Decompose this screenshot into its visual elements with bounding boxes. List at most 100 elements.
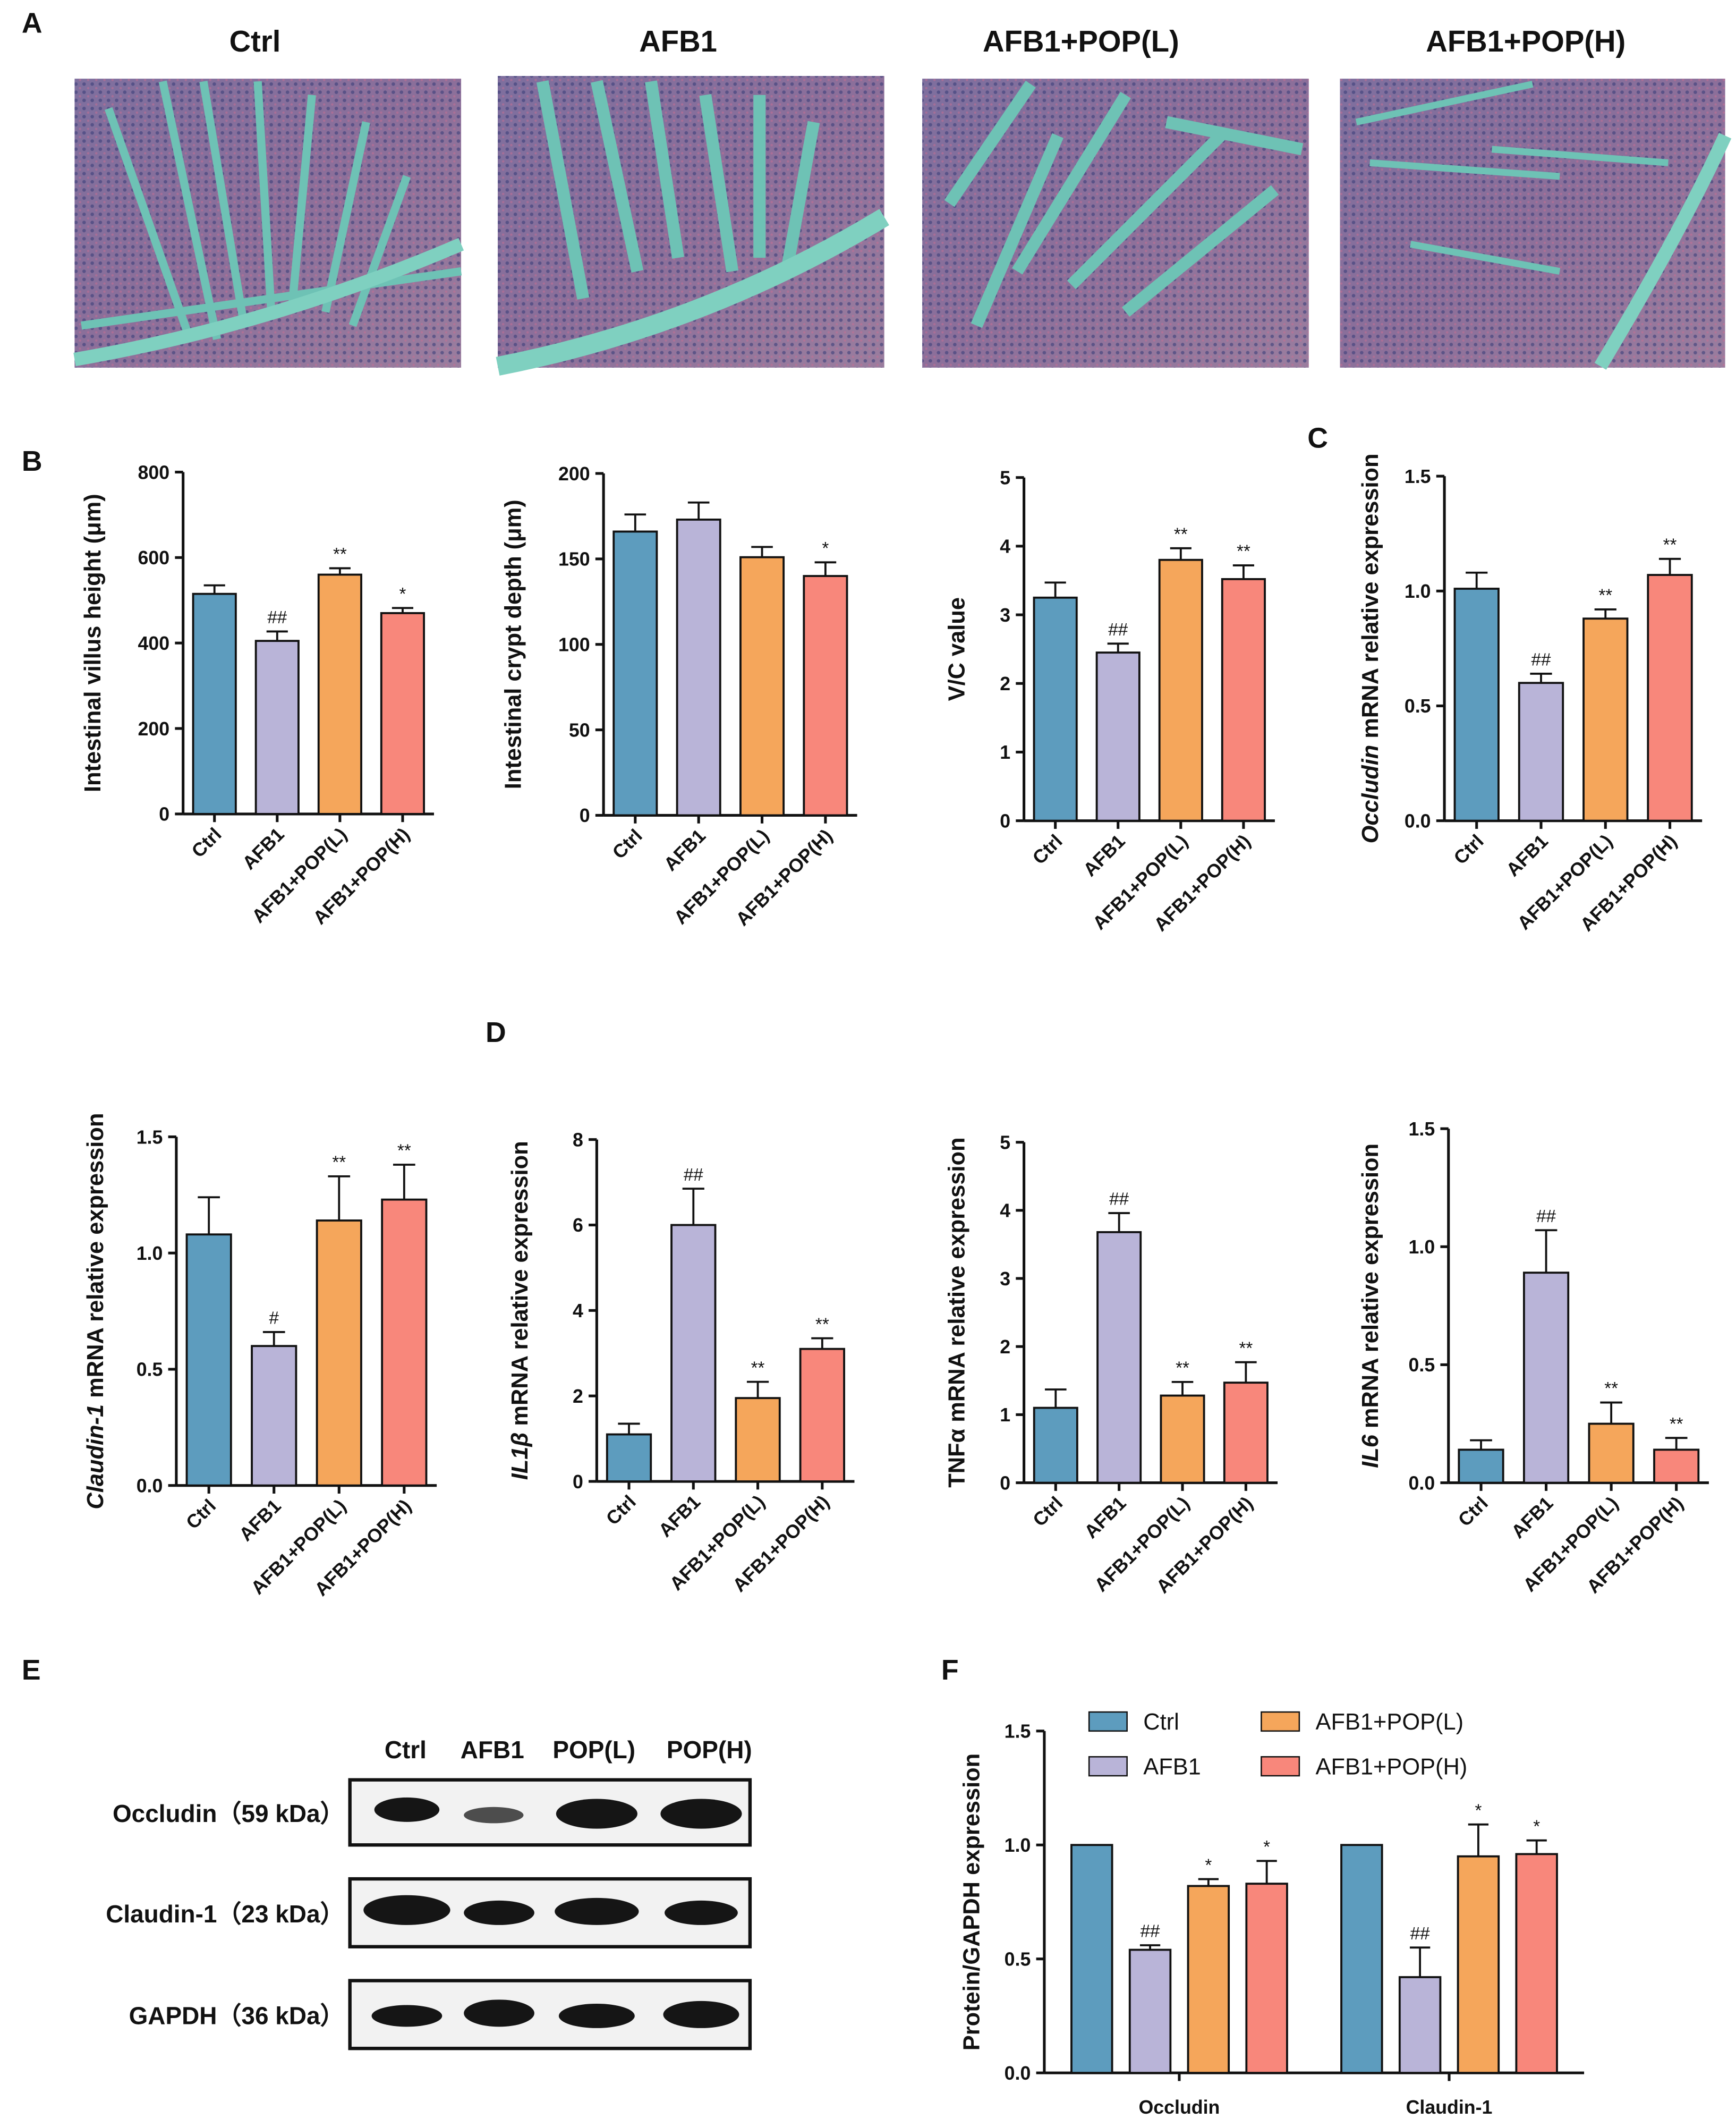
error-bar [1594, 608, 1616, 619]
error-bar [624, 513, 646, 532]
error-bar [1107, 642, 1129, 653]
chart: 0.0 0.5 1.0 1.5 Protein/GAPDH expression ## * *… [959, 1709, 1585, 2118]
error-bar [1470, 1439, 1492, 1450]
legend-swatch [1261, 1756, 1300, 1777]
histology-image [496, 75, 889, 376]
y-axis-label: TNFα mRNA relative expression [944, 1138, 969, 1488]
y-label-part: TNFα mRNA relative expression [944, 1138, 969, 1488]
y-tick-label: 4 [573, 1300, 583, 1321]
image-title: AFB1+POP(L) [983, 24, 1179, 58]
y-axis-label: Occludin mRNA relative expression [1358, 453, 1383, 843]
y-label-part: mRNA relative expression [1358, 453, 1383, 744]
y-tick-label: 1.0 [137, 1243, 163, 1264]
error-bar [393, 1164, 415, 1200]
y-axis-label: Intestinal crypt depth (μm) [500, 499, 526, 789]
bar [735, 1397, 781, 1482]
y-tick-label: 1.5 [1409, 1118, 1435, 1140]
y-axis-label: Claudin-1 mRNA relative expression [83, 1113, 108, 1510]
y-tick-label: 0.5 [1409, 1354, 1435, 1376]
significance: ** [1604, 1379, 1618, 1398]
bar [1221, 578, 1266, 822]
legend-swatch [1261, 1711, 1300, 1732]
y-tick-label: 100 [558, 634, 590, 656]
y-tick-label: 0.5 [1405, 696, 1431, 717]
significance: # [269, 1309, 279, 1328]
bar [1033, 596, 1078, 822]
x-tick-label: Ctrl [1450, 830, 1488, 869]
error-bar [1256, 1860, 1277, 1884]
significance: * [1263, 1837, 1270, 1857]
significance: ## [1410, 1924, 1430, 1944]
error-bar [1468, 1823, 1489, 1857]
significance: ** [815, 1315, 829, 1334]
y-tick-label: 2 [1000, 673, 1010, 694]
legend-label: Ctrl [1143, 1709, 1179, 1735]
y-tick-label: 2 [573, 1386, 583, 1407]
significance: ** [1663, 535, 1677, 555]
chart: 0 200 400 600 800 Intestinal villus height (μ… [80, 462, 434, 929]
panel-label: B [22, 445, 42, 477]
error-bar [1232, 564, 1254, 579]
bar [1245, 1883, 1288, 2074]
row-label: Claudin-1（23 kDa） [106, 1900, 344, 1928]
y-label-part: Occludin [1358, 745, 1383, 844]
y-tick-label: 6 [573, 1215, 583, 1236]
x-tick-label: AFB1 [1080, 1493, 1130, 1542]
y-tick-label: 400 [138, 633, 170, 654]
error-bar [1466, 571, 1488, 589]
significance: ** [333, 545, 347, 564]
bar [1457, 1855, 1500, 2074]
row-label: GAPDH（36 kDa） [129, 2002, 345, 2029]
y-tick-label: 200 [138, 718, 170, 740]
y-tick-label: 3 [1000, 1268, 1010, 1290]
y-axis-label: IL6 mRNA relative expression [1358, 1143, 1383, 1468]
x-tick-label: Ctrl [602, 1491, 640, 1529]
chart: 0 1 2 3 4 5 TNFα mRNA relative expression Ctrl #… [944, 1132, 1278, 1597]
y-tick-label: 0 [573, 1471, 583, 1493]
y-label-part: Claudin-1 [83, 1404, 108, 1510]
error-bar [751, 546, 773, 557]
panel-label: D [486, 1016, 506, 1048]
bar [1653, 1448, 1700, 1484]
chart: 0.0 0.5 1.0 1.5 IL6 mRNA relative expression… [1358, 1118, 1709, 1597]
bar [1095, 651, 1141, 822]
legend-label: AFB1+POP(H) [1316, 1754, 1468, 1779]
significance: ** [1598, 586, 1612, 606]
chart: 0 50 100 150 200 Intestinal crypt depth (μm) C… [500, 463, 857, 930]
y-tick-label: 0.0 [1405, 810, 1431, 832]
bar [1160, 1394, 1205, 1484]
bar [1582, 617, 1629, 822]
y-tick-label: 1.5 [137, 1126, 163, 1148]
y-tick-label: 0.0 [137, 1475, 163, 1496]
panel-label: C [1307, 422, 1328, 454]
significance: ** [1670, 1414, 1683, 1434]
error-bar [198, 1196, 220, 1235]
y-tick-label: 50 [569, 719, 590, 741]
legend-swatch [1088, 1756, 1128, 1777]
y-tick-label: 0 [1000, 1472, 1010, 1494]
y-tick-label: 3 [1000, 605, 1010, 626]
y-axis-label: Intestinal villus height (μm) [80, 494, 106, 792]
x-tick-label: AFB1 [654, 1491, 704, 1541]
significance: ** [397, 1141, 411, 1161]
error-bar [1171, 1380, 1194, 1396]
histology-image [922, 79, 1309, 368]
x-tick-label: Ctrl [1028, 1493, 1067, 1531]
y-label-part: Intestinal villus height (μm) [80, 494, 106, 792]
significance: ## [1536, 1207, 1556, 1226]
bar [254, 640, 300, 815]
bar [1522, 1272, 1570, 1484]
bar [381, 1198, 428, 1487]
error-bar [328, 1175, 351, 1221]
y-tick-label: 0.0 [1005, 2063, 1031, 2084]
error-bar [1530, 673, 1552, 683]
x-tick-label: AFB1 [235, 1495, 285, 1545]
y-axis-label: IL1β mRNA relative expression [507, 1141, 533, 1480]
bar [612, 530, 658, 817]
panel-label: E [22, 1654, 41, 1686]
blot-bands [363, 1797, 742, 2028]
significance: ** [1176, 1359, 1189, 1378]
error-bar [1526, 1839, 1547, 1854]
bar [1515, 1853, 1558, 2074]
x-tick-label: AFB1 [1079, 830, 1129, 880]
